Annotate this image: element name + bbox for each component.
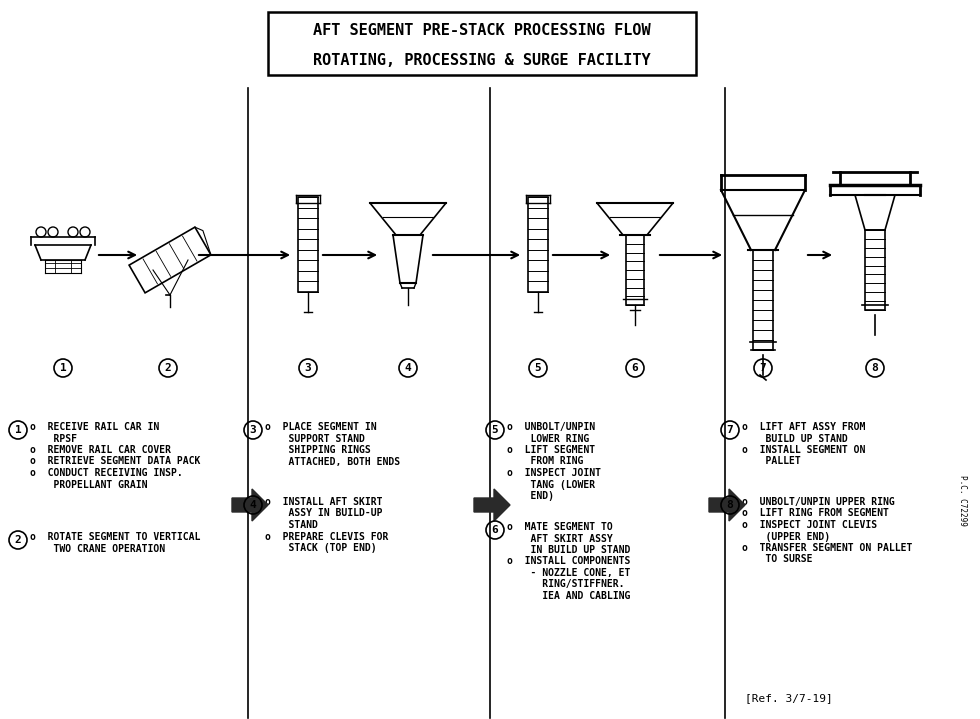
Text: STACK (TOP END): STACK (TOP END)	[265, 543, 376, 553]
Text: 2: 2	[15, 535, 22, 545]
Text: 3: 3	[250, 425, 257, 435]
Text: TANG (LOWER: TANG (LOWER	[507, 480, 595, 490]
Text: o  UNBOLT/UNPIN UPPER RING: o UNBOLT/UNPIN UPPER RING	[742, 497, 895, 507]
Text: 1: 1	[60, 363, 67, 373]
Text: 5: 5	[535, 363, 541, 373]
Text: 6: 6	[632, 363, 638, 373]
Bar	[268, 12, 696, 75]
Text: 8: 8	[871, 363, 878, 373]
Text: ASSY IN BUILD-UP: ASSY IN BUILD-UP	[265, 508, 382, 518]
Text: o  PLACE SEGMENT IN: o PLACE SEGMENT IN	[265, 422, 376, 432]
Bar	[528, 197, 548, 292]
Text: 8: 8	[726, 500, 733, 510]
Text: PALLET: PALLET	[742, 457, 801, 467]
Text: o  PREPARE CLEVIS FOR: o PREPARE CLEVIS FOR	[265, 531, 388, 541]
Text: ATTACHED, BOTH ENDS: ATTACHED, BOTH ENDS	[265, 457, 400, 467]
Text: o  INSPECT JOINT: o INSPECT JOINT	[507, 468, 601, 478]
Text: AFT SKIRT ASSY: AFT SKIRT ASSY	[507, 533, 612, 544]
Text: 7: 7	[760, 363, 766, 373]
Text: LOWER RING: LOWER RING	[507, 434, 589, 444]
Text: 4: 4	[250, 500, 257, 510]
Text: RPSF: RPSF	[30, 434, 77, 444]
Bar	[626, 235, 644, 305]
Text: o  CONDUCT RECEIVING INSP.: o CONDUCT RECEIVING INSP.	[30, 468, 182, 478]
Text: o  INSPECT JOINT CLEVIS: o INSPECT JOINT CLEVIS	[742, 520, 877, 530]
Text: FROM RING: FROM RING	[507, 457, 583, 467]
Polygon shape	[474, 489, 510, 521]
Text: SUPPORT STAND: SUPPORT STAND	[265, 434, 365, 444]
Text: SHIPPING RINGS: SHIPPING RINGS	[265, 445, 370, 455]
Text: IN BUILD UP STAND: IN BUILD UP STAND	[507, 545, 630, 555]
Text: o  REMOVE RAIL CAR COVER: o REMOVE RAIL CAR COVER	[30, 445, 171, 455]
Text: (UPPER END): (UPPER END)	[742, 531, 830, 541]
Text: BUILD UP STAND: BUILD UP STAND	[742, 434, 848, 444]
Text: o  INSTALL AFT SKIRT: o INSTALL AFT SKIRT	[265, 497, 382, 507]
Text: o  UNBOLT/UNPIN: o UNBOLT/UNPIN	[507, 422, 595, 432]
Text: IEA AND CABLING: IEA AND CABLING	[507, 591, 630, 601]
Text: 6: 6	[492, 525, 499, 535]
Text: o  RETRIEVE SEGMENT DATA PACK: o RETRIEVE SEGMENT DATA PACK	[30, 457, 200, 467]
Polygon shape	[709, 489, 745, 521]
Text: - NOZZLE CONE, ET: - NOZZLE CONE, ET	[507, 568, 630, 578]
Text: o  TRANSFER SEGMENT ON PALLET: o TRANSFER SEGMENT ON PALLET	[742, 543, 912, 553]
Text: o  MATE SEGMENT TO: o MATE SEGMENT TO	[507, 522, 612, 532]
Text: 1: 1	[15, 425, 22, 435]
Text: [Ref. 3/7-19]: [Ref. 3/7-19]	[745, 693, 833, 703]
Text: TWO CRANE OPERATION: TWO CRANE OPERATION	[30, 544, 165, 554]
Text: 4: 4	[405, 363, 412, 373]
Bar	[753, 250, 773, 350]
Text: o  INSTALL SEGMENT ON: o INSTALL SEGMENT ON	[742, 445, 865, 455]
Text: P.C. C72299: P.C. C72299	[957, 475, 966, 526]
Text: PROPELLANT GRAIN: PROPELLANT GRAIN	[30, 480, 148, 490]
Text: 2: 2	[165, 363, 172, 373]
Text: AFT SEGMENT PRE-STACK PROCESSING FLOW: AFT SEGMENT PRE-STACK PROCESSING FLOW	[314, 23, 651, 38]
Text: o  INSTALL COMPONENTS: o INSTALL COMPONENTS	[507, 557, 630, 567]
Text: 3: 3	[305, 363, 312, 373]
Text: 7: 7	[726, 425, 733, 435]
Text: 5: 5	[492, 425, 499, 435]
Text: TO SURSE: TO SURSE	[742, 554, 812, 564]
Bar	[865, 230, 885, 310]
Text: END): END)	[507, 491, 554, 501]
Text: o  LIFT RING FROM SEGMENT: o LIFT RING FROM SEGMENT	[742, 508, 889, 518]
Bar	[298, 197, 318, 292]
Text: o  LIFT AFT ASSY FROM: o LIFT AFT ASSY FROM	[742, 422, 865, 432]
Text: o  ROTATE SEGMENT TO VERTICAL: o ROTATE SEGMENT TO VERTICAL	[30, 532, 200, 542]
Text: RING/STIFFNER.: RING/STIFFNER.	[507, 580, 624, 590]
Text: STAND: STAND	[265, 520, 318, 530]
Text: o  LIFT SEGMENT: o LIFT SEGMENT	[507, 445, 595, 455]
Text: o  RECEIVE RAIL CAR IN: o RECEIVE RAIL CAR IN	[30, 422, 160, 432]
Polygon shape	[232, 489, 268, 521]
Text: ROTATING, PROCESSING & SURGE FACILITY: ROTATING, PROCESSING & SURGE FACILITY	[314, 53, 651, 68]
